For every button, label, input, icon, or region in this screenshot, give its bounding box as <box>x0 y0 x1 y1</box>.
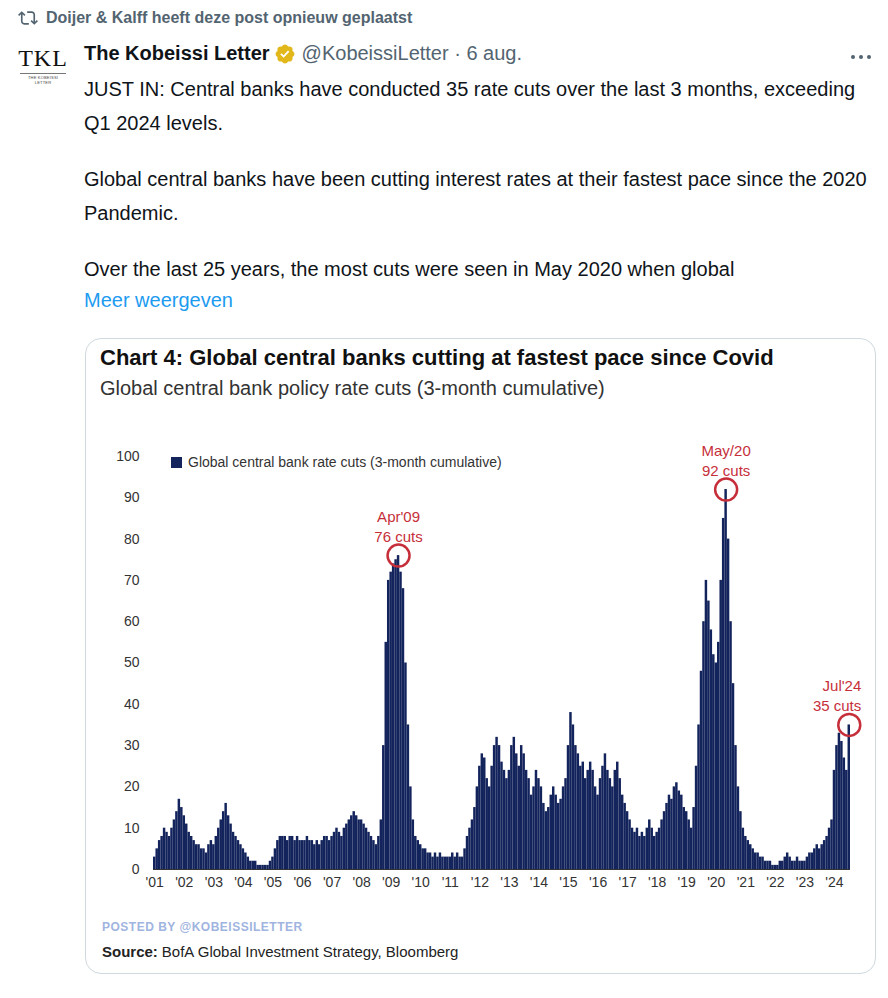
svg-text:'08: '08 <box>352 874 370 890</box>
html-text:Chart 4: Global central banks: Chart 4: Global central banks cutting at… <box>100 345 774 370</box>
svg-text:60: 60 <box>124 613 140 629</box>
svg-text:'02: '02 <box>175 874 193 890</box>
svg-text:'19: '19 <box>678 874 696 890</box>
svg-text:'20: '20 <box>707 874 725 890</box>
svg-text:'21: '21 <box>737 874 755 890</box>
html-text:Over the last 25 years, the mo: Over the last 25 years, the most cuts we… <box>84 258 735 280</box>
svg-text:Apr'0976 cuts: Apr'0976 cuts <box>374 508 422 545</box>
html-text:JUST IN: Central banks have co: JUST IN: Central banks have conducted 35… <box>84 78 856 134</box>
svg-text:'03: '03 <box>205 874 223 890</box>
svg-text:20: 20 <box>124 778 140 794</box>
svg-text:'24: '24 <box>825 874 843 890</box>
svg-text:80: 80 <box>124 531 140 547</box>
svg-text:0: 0 <box>132 861 140 877</box>
svg-text:'14: '14 <box>530 874 548 890</box>
html-text:TKL: TKL <box>18 45 68 71</box>
svg-text:'23: '23 <box>796 874 814 890</box>
svg-text:'10: '10 <box>412 874 430 890</box>
html-text:The Kobeissi Letter: The Kobeissi Letter <box>84 42 270 64</box>
svg-text:'17: '17 <box>618 874 636 890</box>
html-text:@KobeissiLetter · 6 aug.: @KobeissiLetter · 6 aug. <box>301 42 522 64</box>
svg-text:30: 30 <box>124 737 140 753</box>
svg-text:'15: '15 <box>559 874 577 890</box>
svg-text:'09: '09 <box>382 874 400 890</box>
svg-text:'05: '05 <box>264 874 282 890</box>
html-text:Source: BofA Global Investment: Source: BofA Global Investment Strategy,… <box>102 943 459 960</box>
svg-text:100: 100 <box>116 448 140 464</box>
svg-text:May/2092 cuts: May/2092 cuts <box>702 442 751 479</box>
html-text:THE KOBEISSI LETTER: THE KOBEISSI LETTER <box>27 75 59 85</box>
html-text:Global central bank rate cuts: Global central bank rate cuts (3-month c… <box>188 454 502 470</box>
svg-text:'18: '18 <box>648 874 666 890</box>
svg-text:'12: '12 <box>471 874 489 890</box>
svg-text:'06: '06 <box>293 874 311 890</box>
html-text:Meer weergeven: Meer weergeven <box>84 289 233 311</box>
svg-text:50: 50 <box>124 654 140 670</box>
svg-text:10: 10 <box>124 820 140 836</box>
html-text:Global central bank policy rat: Global central bank policy rate cuts (3-… <box>100 377 605 399</box>
svg-text:40: 40 <box>124 696 140 712</box>
svg-text:'01: '01 <box>146 874 164 890</box>
svg-text:'22: '22 <box>766 874 784 890</box>
svg-text:90: 90 <box>124 489 140 505</box>
svg-text:'11: '11 <box>442 874 459 890</box>
html-text:POSTED BY @KOBEISSILETTER: POSTED BY @KOBEISSILETTER <box>102 920 303 934</box>
svg-text:'04: '04 <box>234 874 252 890</box>
html-text:Doijer & Kalff heeft deze post: Doijer & Kalff heeft deze post opnieuw g… <box>46 9 413 26</box>
svg-text:70: 70 <box>124 572 140 588</box>
svg-text:'13: '13 <box>500 874 518 890</box>
svg-text:'16: '16 <box>589 874 607 890</box>
svg-text:'07: '07 <box>323 874 341 890</box>
svg-text:Jul'2435 cuts: Jul'2435 cuts <box>813 677 861 714</box>
html-text:Global central banks have been: Global central banks have been cutting i… <box>84 168 867 224</box>
